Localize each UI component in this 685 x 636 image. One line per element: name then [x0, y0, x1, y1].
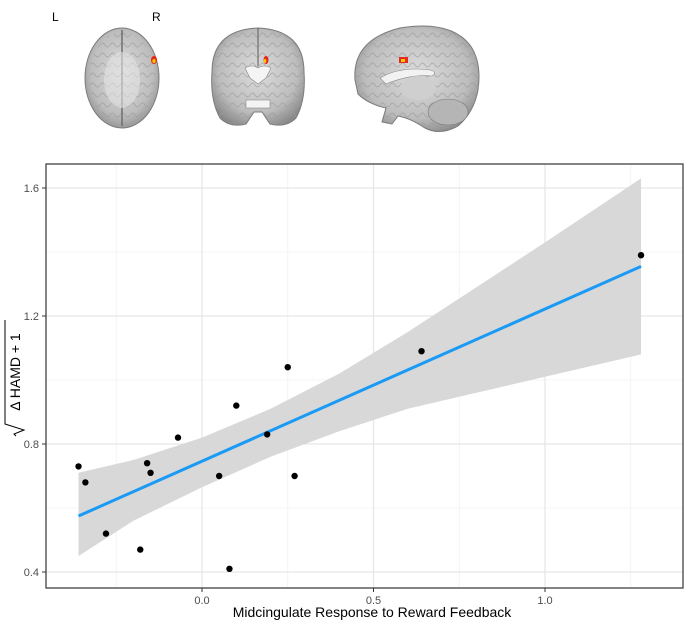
- x-axis-ticks: 0.0 0.5 1.0: [194, 588, 553, 607]
- x-tick-label: 0.5: [366, 595, 381, 607]
- plot-border: [45, 163, 684, 589]
- y-axis-title: Δ HAMD + 1: [4, 320, 26, 437]
- data-point: [226, 565, 233, 572]
- coronal-brain-slice: [211, 27, 305, 126]
- y-tick-label: 0.8: [24, 439, 39, 451]
- chart-canvas: 0.4 0.8 1.2 1.6 0.0 0.5 1.0 Midcingulate Resp…: [4, 163, 684, 620]
- brain-images: [84, 25, 480, 132]
- brain-slices-panel: L R: [0, 0, 685, 150]
- orientation-label-right: R: [152, 10, 161, 24]
- y-axis-title-radicand: Δ HAMD + 1: [7, 333, 23, 411]
- x-tick-label: 1.0: [537, 595, 552, 607]
- data-points: [75, 252, 645, 572]
- y-axis-ticks: 0.4 0.8 1.2 1.6: [24, 183, 46, 579]
- data-point: [284, 364, 291, 371]
- sqrt-radical-icon: [4, 320, 26, 437]
- y-tick-label: 1.6: [24, 183, 39, 195]
- data-point: [102, 530, 110, 537]
- data-point: [233, 402, 240, 409]
- y-tick-label: 0.4: [24, 567, 39, 579]
- confidence-band: [78, 178, 642, 556]
- y-tick-label: 1.2: [24, 311, 39, 323]
- data-point: [215, 472, 223, 480]
- sagittal-brain-slice: [354, 25, 480, 132]
- data-point: [418, 348, 425, 355]
- data-point: [174, 434, 182, 441]
- data-point: [137, 546, 144, 553]
- orientation-label-left: L: [52, 10, 59, 24]
- axial-brain-slice: [84, 27, 160, 129]
- data-point: [637, 252, 645, 259]
- x-tick-label: 0.0: [194, 595, 209, 607]
- data-point: [75, 463, 82, 470]
- scatter-chart: 0.4 0.8 1.2 1.6 0.0 0.5 1.0 Midcingulate Resp…: [0, 150, 685, 631]
- regression-line: [77, 265, 642, 518]
- x-axis-title: Midcingulate Response to Reward Feedback: [233, 604, 513, 620]
- data-point: [291, 472, 298, 480]
- data-point: [82, 479, 89, 486]
- data-point: [263, 431, 271, 438]
- data-point: [147, 469, 154, 476]
- data-point: [143, 460, 151, 467]
